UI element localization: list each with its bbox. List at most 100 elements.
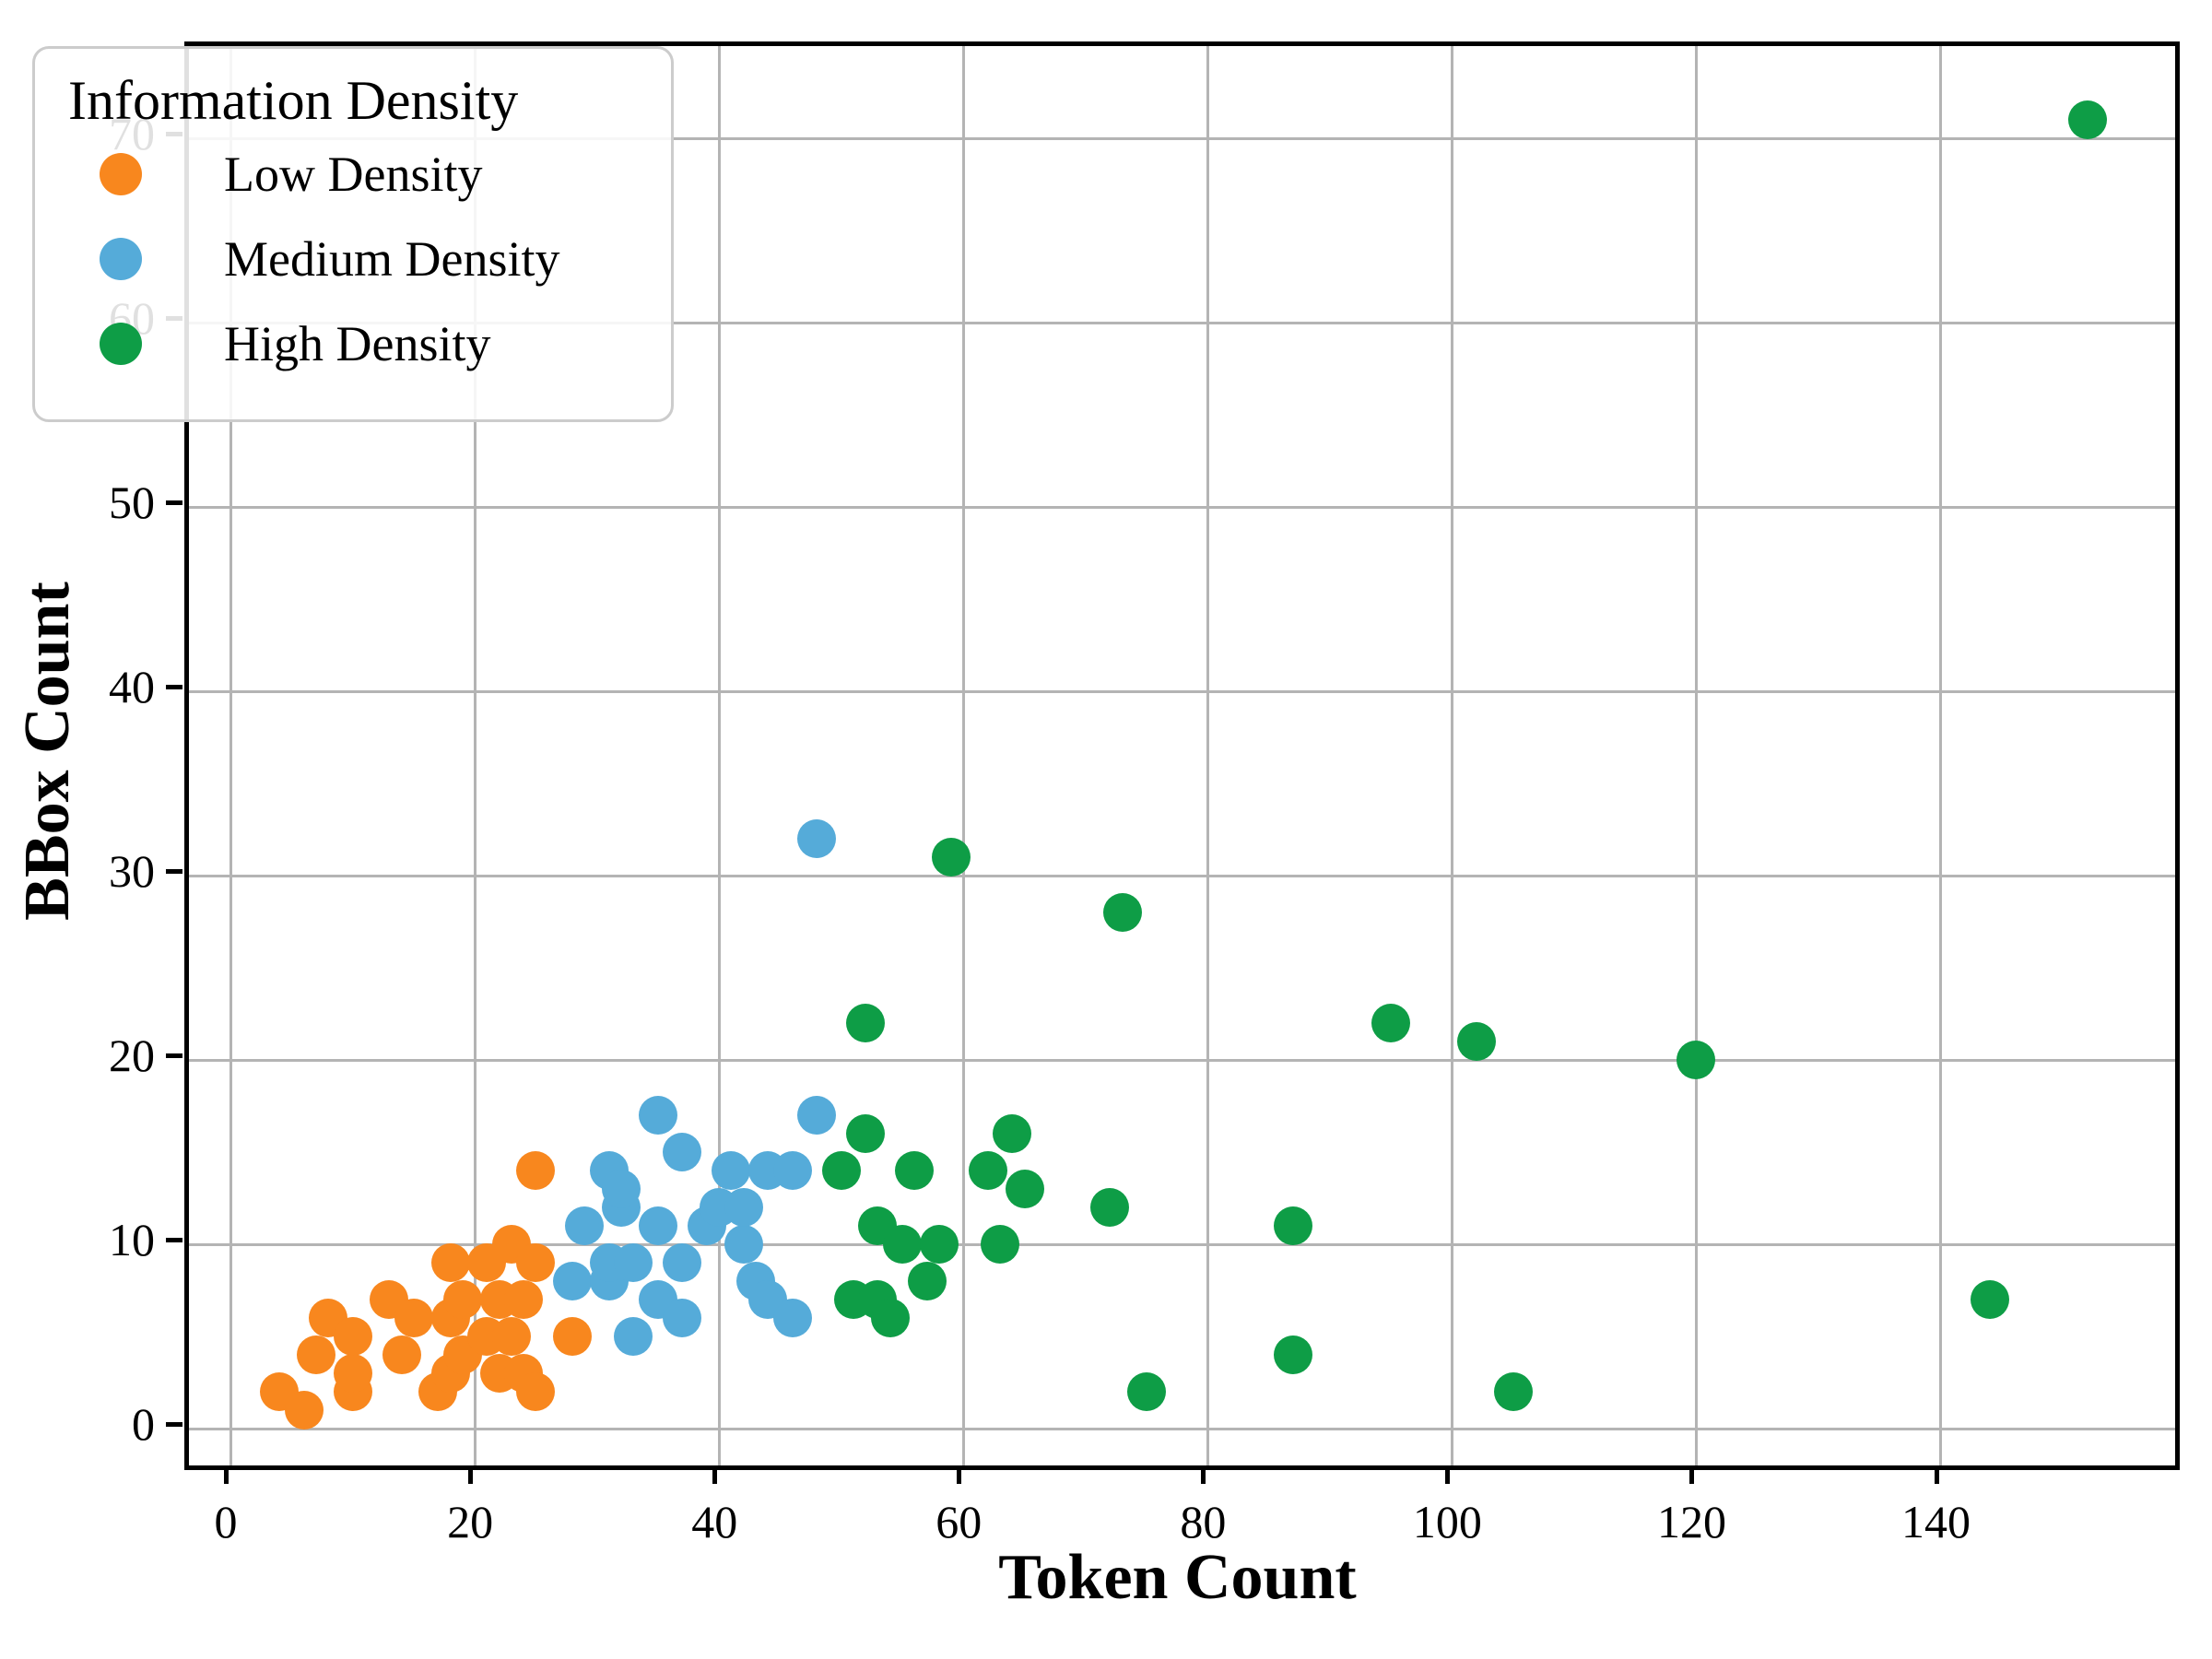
data-point [516, 1372, 556, 1411]
y-tick-mark [166, 868, 182, 874]
data-point [504, 1280, 544, 1319]
x-tick-label: 40 [691, 1496, 738, 1547]
data-point [797, 819, 837, 858]
data-point [516, 1243, 556, 1282]
data-point [895, 1151, 935, 1190]
data-point [993, 1114, 1032, 1153]
y-tick-label: 30 [109, 845, 155, 897]
data-point [553, 1317, 593, 1356]
legend: Information Density Low Density Medium D… [32, 46, 674, 422]
y-tick-mark [166, 1237, 182, 1242]
y-tick-mark [166, 1421, 182, 1427]
data-point [1005, 1170, 1044, 1208]
x-tick-label: 80 [1180, 1496, 1227, 1547]
data-point [663, 1299, 702, 1337]
x-tick-label: 60 [935, 1496, 982, 1547]
x-tick-mark [468, 1467, 474, 1484]
x-tick-label: 100 [1412, 1496, 1482, 1547]
x-tick-label: 0 [214, 1496, 238, 1547]
data-point [1090, 1188, 1130, 1227]
data-point [870, 1299, 910, 1337]
data-point [663, 1133, 702, 1171]
y-tick-label: 50 [109, 477, 155, 528]
x-gridline [961, 46, 965, 1465]
x-tick-mark [1201, 1467, 1206, 1484]
y-tick-label: 10 [109, 1214, 155, 1265]
data-point [919, 1225, 959, 1264]
data-point [1677, 1041, 1716, 1079]
y-tick-mark [166, 1053, 182, 1058]
x-tick-mark [1445, 1467, 1451, 1484]
data-point [846, 1004, 886, 1042]
low-density-marker-icon [100, 153, 142, 195]
x-gridline [229, 46, 232, 1465]
data-point [932, 838, 971, 877]
data-point [442, 1280, 482, 1319]
data-point [614, 1243, 653, 1282]
data-point [712, 1151, 751, 1190]
data-point [797, 1096, 837, 1135]
data-point [821, 1151, 861, 1190]
data-point [516, 1151, 556, 1190]
data-point [430, 1243, 470, 1282]
data-point [553, 1262, 593, 1300]
y-gridline [189, 689, 2175, 693]
data-point [1274, 1206, 1313, 1245]
data-point [333, 1317, 372, 1356]
x-tick-mark [712, 1467, 718, 1484]
data-point [1102, 893, 1142, 932]
data-point [724, 1188, 763, 1227]
medium-density-marker-icon [100, 238, 142, 280]
data-point [284, 1391, 324, 1430]
data-point [394, 1299, 433, 1337]
legend-label: Low Density [224, 147, 483, 202]
data-point [907, 1262, 947, 1300]
data-point [1127, 1372, 1167, 1411]
x-tick-mark [1934, 1467, 1939, 1484]
data-point [663, 1243, 702, 1282]
data-point [882, 1225, 922, 1264]
data-point [981, 1225, 1020, 1264]
data-point [724, 1225, 763, 1264]
x-tick-label: 20 [447, 1496, 494, 1547]
x-tick-mark [224, 1467, 229, 1484]
data-point [382, 1335, 421, 1374]
y-tick-label: 0 [132, 1398, 155, 1450]
x-tick-label: 140 [1901, 1496, 1971, 1547]
legend-entry-low-density: Low Density [35, 147, 671, 202]
data-point [565, 1206, 605, 1245]
legend-title: Information Density [68, 70, 519, 131]
data-point [846, 1114, 886, 1153]
y-gridline [189, 321, 2175, 324]
y-tick-label: 40 [109, 661, 155, 712]
y-gridline [189, 874, 2175, 877]
x-gridline [1206, 46, 1209, 1465]
y-gridline [189, 1427, 2175, 1430]
data-point [772, 1151, 812, 1190]
data-point [1371, 1004, 1411, 1042]
x-axis-label: Token Count [998, 1542, 1357, 1613]
data-point [1493, 1372, 1533, 1411]
data-point [638, 1096, 677, 1135]
y-gridline [189, 136, 2175, 140]
legend-entry-medium-density: Medium Density [35, 231, 671, 287]
x-tick-mark [1689, 1467, 1695, 1484]
x-gridline [473, 46, 477, 1465]
data-point [491, 1317, 531, 1356]
data-point [638, 1206, 677, 1245]
data-point [772, 1299, 812, 1337]
data-point [1274, 1335, 1313, 1374]
data-point [1456, 1022, 1496, 1061]
data-point [2067, 100, 2107, 139]
y-tick-mark [166, 684, 182, 689]
legend-entry-high-density: High Density [35, 316, 671, 371]
x-gridline [1694, 46, 1698, 1465]
data-point [602, 1170, 641, 1208]
x-gridline [1939, 46, 1943, 1465]
high-density-marker-icon [100, 323, 142, 365]
x-tick-mark [957, 1467, 962, 1484]
legend-label: Medium Density [224, 231, 560, 287]
y-tick-mark [166, 500, 182, 505]
data-point [968, 1151, 1007, 1190]
